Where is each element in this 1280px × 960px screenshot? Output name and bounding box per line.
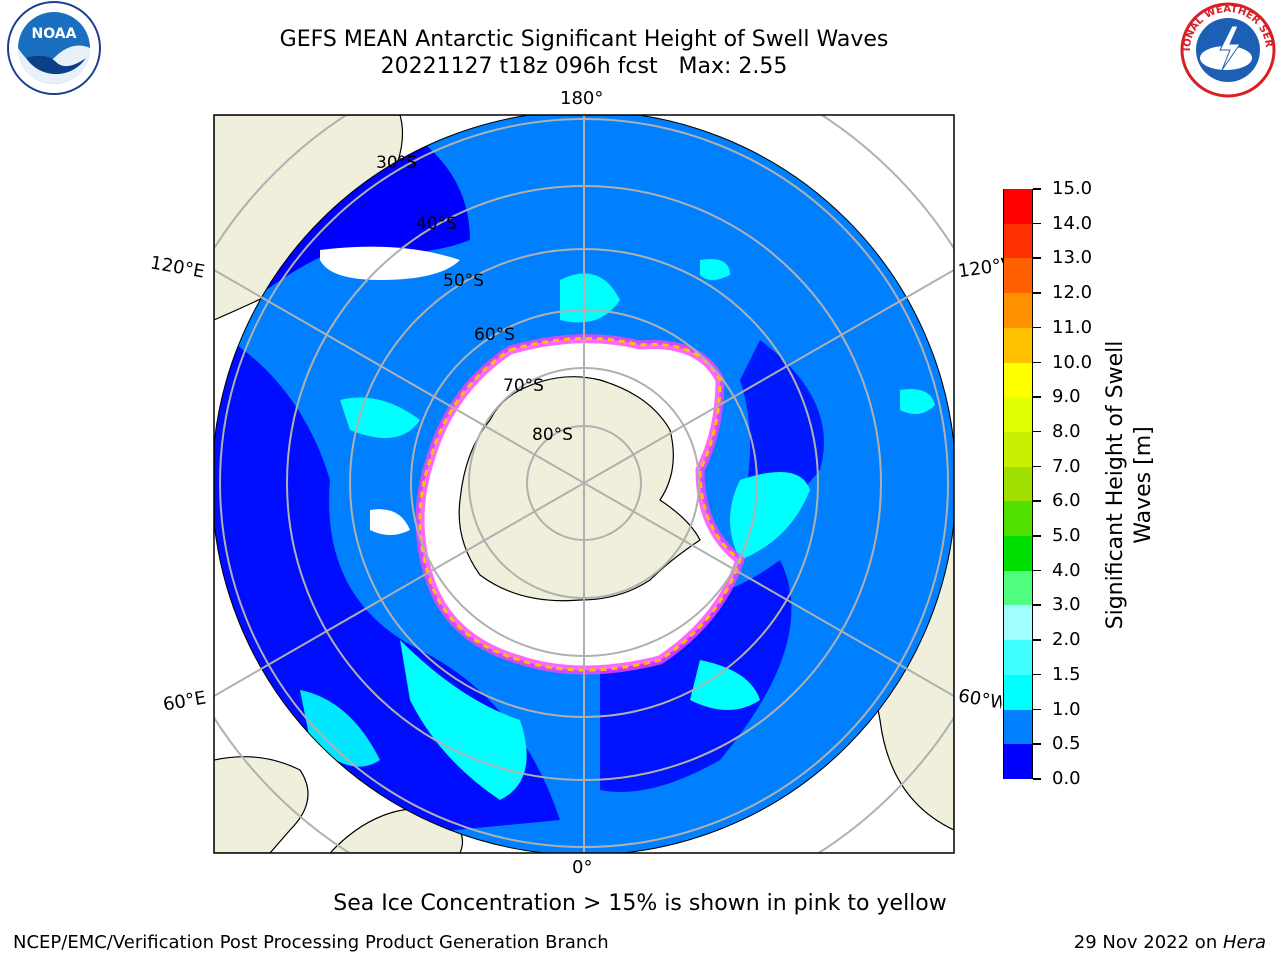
colorbar-tick: [1033, 604, 1041, 606]
colorbar-segment: [1004, 535, 1032, 571]
colorbar-tick-label: 15.0: [1052, 178, 1093, 199]
svg-text:NOAA: NOAA: [32, 26, 77, 42]
colorbar-tick-label: 0.5: [1052, 733, 1081, 755]
colorbar-tick: [1033, 465, 1041, 468]
colorbar: [1003, 188, 1033, 779]
colorbar-segment: [1004, 743, 1032, 779]
lon-label-0: 0°: [572, 857, 593, 878]
antarctica-land: [458, 376, 701, 602]
colorbar-segment: [1004, 431, 1032, 467]
footer-date: 29 Nov 2022 on Hera: [1074, 932, 1266, 954]
colorbar-tick-label: 1.0: [1052, 698, 1081, 720]
graticule: [214, 115, 954, 853]
noaa-logo-icon: NOAA: [7, 1, 101, 95]
colorbar-tick-label: 6.0: [1052, 490, 1081, 512]
colorbar-tick-label: 2.0: [1052, 629, 1081, 651]
lat-label-30s: 30°S: [376, 153, 417, 173]
nws-logo-icon: NATIONAL WEATHER SERVICE: [1176, 0, 1276, 98]
lat-label-50s: 50°S: [443, 271, 484, 291]
colorbar-tick-label: 1.5: [1052, 663, 1081, 685]
colorbar-segment: [1004, 709, 1032, 745]
colorbar-tick-label: 14.0: [1052, 212, 1093, 234]
colorbar-tick: [1033, 673, 1041, 676]
colorbar-tick: [1033, 743, 1041, 745]
colorbar-tick: [1033, 778, 1041, 780]
lat-label-80s: 80°S: [532, 425, 573, 445]
colorbar-segment: [1004, 500, 1032, 537]
chart-subtitle: 20221127 t18z 096h fcst Max: 2.55: [380, 54, 788, 79]
colorbar-tick: [1033, 569, 1041, 572]
footer-host: Hera: [1222, 932, 1266, 953]
colorbar-tick: [1033, 396, 1041, 398]
colorbar-tick-label: 8.0: [1052, 420, 1081, 442]
colorbar-tick-label: 13.0: [1052, 247, 1093, 269]
colorbar-tick: [1033, 188, 1041, 190]
lat-label-40s: 40°S: [416, 214, 457, 234]
lat-label-70s: 70°S: [503, 376, 544, 396]
footer-credit: NCEP/EMC/Verification Post Processing Pr…: [13, 932, 609, 953]
colorbar-tick-label: 5.0: [1052, 525, 1081, 547]
colorbar-segment: [1004, 396, 1032, 432]
colorbar-segment: [1004, 257, 1032, 294]
colorbar-segment: [1004, 466, 1032, 502]
colorbar-segment: [1004, 327, 1032, 363]
colorbar-tick: [1033, 430, 1041, 433]
chart-title: GEFS MEAN Antarctic Significant Height o…: [279, 27, 889, 52]
colorbar-segment: [1004, 362, 1032, 398]
colorbar-tick-label: 4.0: [1052, 559, 1081, 581]
colorbar-tick-label: 7.0: [1052, 455, 1081, 477]
map-frame: [213, 114, 955, 854]
colorbar-tick: [1033, 708, 1041, 711]
colorbar-tick: [1033, 326, 1041, 329]
colorbar-tick-label: 12.0: [1052, 282, 1093, 304]
colorbar-tick: [1033, 535, 1041, 537]
colorbar-segment: [1004, 292, 1032, 328]
colorbar-title: Significant Height of Swell Waves [m]: [1103, 340, 1156, 630]
colorbar-tick: [1033, 292, 1041, 294]
colorbar-tick-label: 3.0: [1052, 594, 1081, 616]
colorbar-tick: [1033, 361, 1041, 364]
colorbar-segment: [1004, 188, 1032, 224]
africa-land: [214, 756, 309, 853]
lat-label-60s: 60°S: [474, 325, 515, 345]
colorbar-tick: [1033, 257, 1041, 259]
colorbar-segment: [1004, 570, 1032, 606]
colorbar-tick: [1033, 639, 1041, 641]
colorbar-tick-label: 10.0: [1052, 351, 1093, 373]
colorbar-tick-label: 0.0: [1052, 768, 1081, 789]
colorbar-segment: [1004, 223, 1032, 259]
colorbar-tick-label: 11.0: [1052, 316, 1093, 338]
footer-date-text: 29 Nov 2022 on: [1073, 932, 1223, 953]
colorbar-segment: [1004, 639, 1032, 675]
colorbar-tick: [1033, 500, 1041, 502]
colorbar-segment: [1004, 604, 1032, 641]
colorbar-tick-label: 9.0: [1052, 386, 1081, 408]
lon-label-180: 180°: [560, 88, 604, 109]
sea-ice-caption: Sea Ice Concentration > 15% is shown in …: [333, 891, 947, 916]
colorbar-segment: [1004, 674, 1032, 710]
colorbar-tick: [1033, 222, 1041, 225]
